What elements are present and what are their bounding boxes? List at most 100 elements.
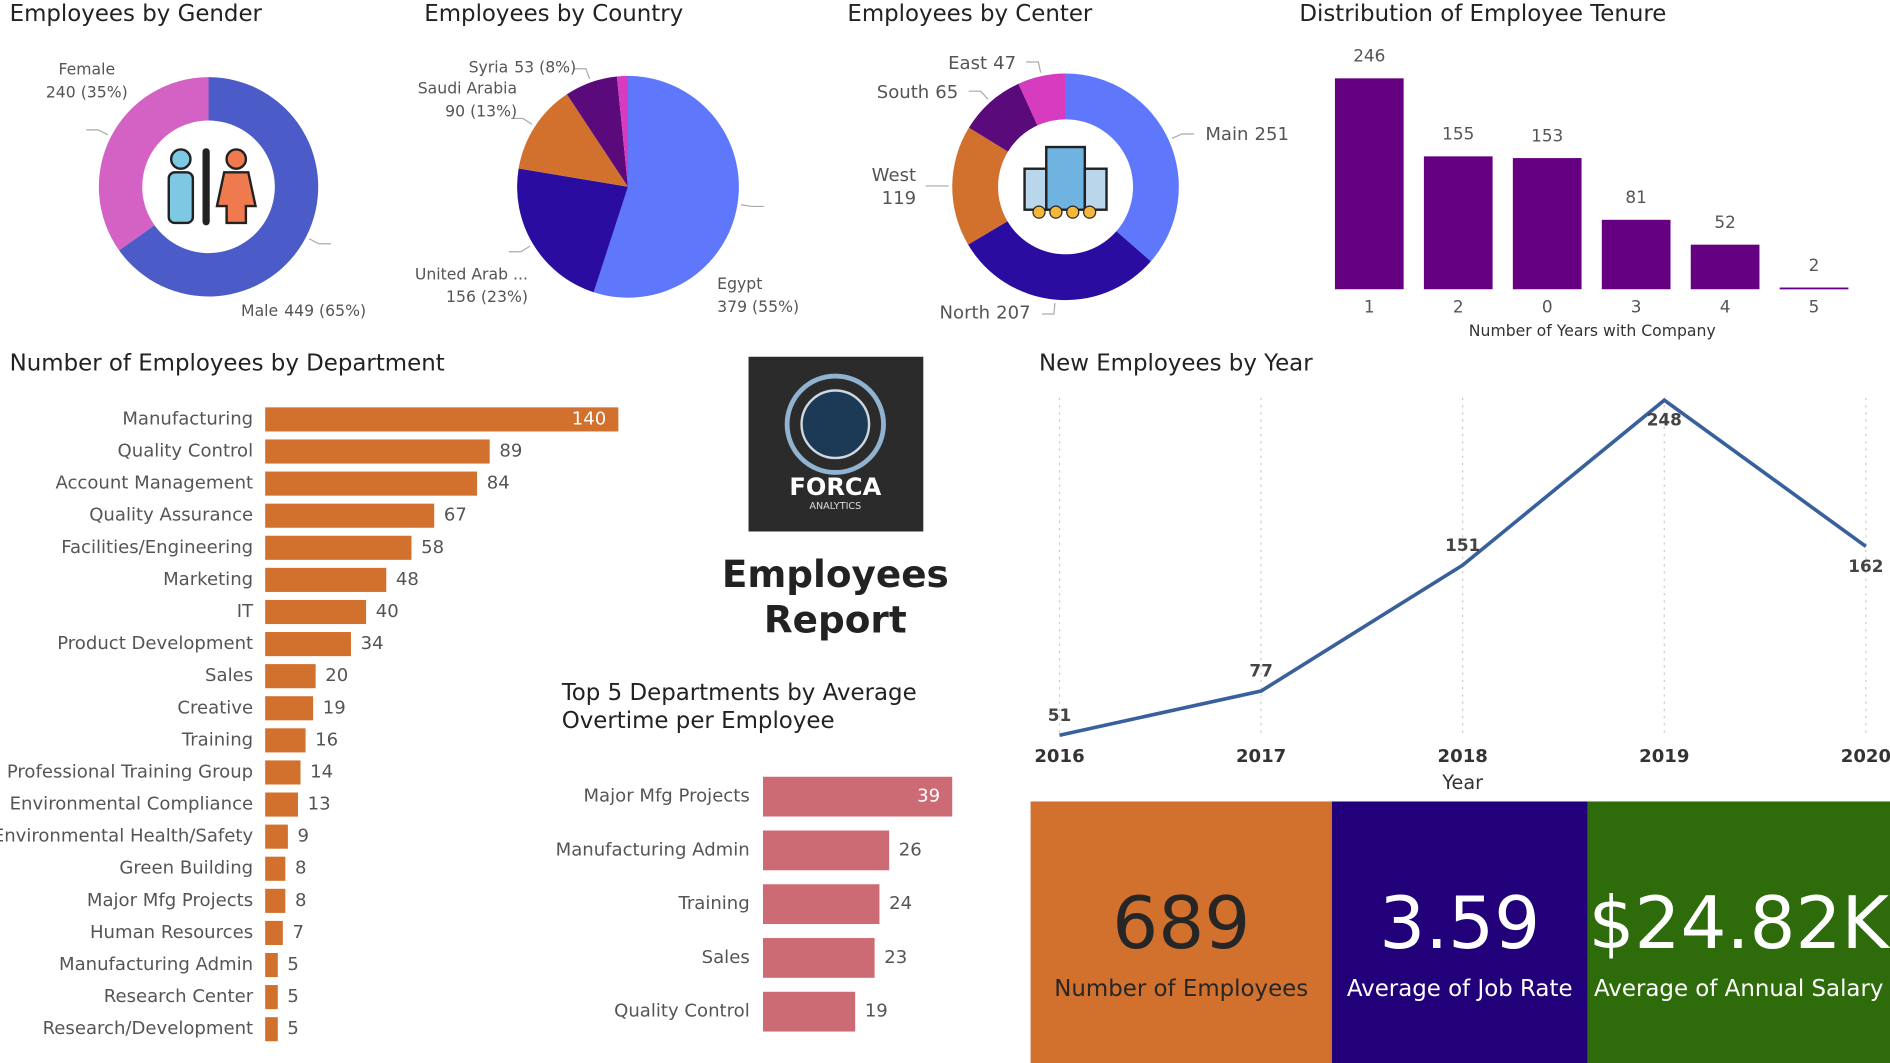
icon-person — [1083, 205, 1097, 219]
y-tick-label: IT — [237, 601, 254, 622]
value-label: 89 — [499, 441, 522, 462]
icon-person — [1032, 205, 1046, 219]
x-tick-label: 2017 — [1236, 746, 1286, 767]
category-label: Egypt — [717, 274, 762, 293]
x-tick-label: 4 — [1720, 296, 1731, 316]
category-label: Female — [58, 59, 115, 78]
value-label: 119 — [882, 188, 916, 209]
value-label: 162 — [1848, 556, 1883, 576]
x-tick-label: 5 — [1809, 296, 1820, 316]
value-label: 51 — [1048, 705, 1071, 725]
y-tick-label: Sales — [205, 665, 253, 686]
value-label: 84 — [487, 473, 510, 494]
leader-line — [508, 245, 531, 253]
slice-label: North 207 — [940, 302, 1031, 323]
value-label: 67 — [444, 505, 467, 526]
y-tick-label: Quality Assurance — [89, 505, 253, 526]
slice — [566, 76, 628, 187]
kpi-value: 689 — [1112, 882, 1250, 966]
category-label: Syria — [469, 57, 509, 76]
bar — [265, 696, 314, 721]
leader-line — [1041, 303, 1056, 315]
value-label: 246 — [1353, 46, 1385, 66]
bar — [265, 824, 288, 849]
slice — [119, 77, 319, 297]
icon-bar — [202, 148, 210, 226]
leader-line — [1026, 61, 1042, 73]
kpi-card — [1331, 801, 1588, 1063]
value-label: 8 — [295, 858, 307, 879]
slice — [517, 168, 628, 293]
value-label: 449 (65%) — [284, 300, 366, 319]
value-label: 52 — [1714, 212, 1735, 232]
value-label: 379 (55%) — [717, 297, 799, 316]
kpi-value: $24.82K — [1589, 882, 1890, 966]
chart-title: Employees by Center — [847, 1, 1093, 27]
bar — [762, 776, 953, 817]
value-label: 13 — [308, 794, 331, 815]
icon-head — [169, 148, 192, 170]
chart-title: New Employees by Year — [1039, 350, 1313, 376]
slice — [98, 77, 209, 251]
bar — [1423, 156, 1493, 290]
value-label: 207 — [996, 302, 1030, 323]
icon-building — [1023, 167, 1048, 211]
bar — [265, 792, 298, 817]
value-label: 47 — [993, 53, 1016, 74]
bar — [1512, 158, 1582, 290]
leader-line — [1171, 133, 1194, 140]
bar — [265, 760, 301, 785]
leader-line — [86, 129, 109, 136]
logo-name: FORCA — [789, 473, 881, 501]
chart-title: Number of Employees by Department — [10, 350, 445, 376]
bar — [265, 920, 283, 945]
chart-title-box: Top 5 Departments by Average Overtime pe… — [562, 680, 917, 734]
bar — [265, 1017, 278, 1042]
slice — [593, 75, 739, 298]
category-label: Saudi Arabia — [418, 79, 517, 98]
y-tick-label: Facilities/Engineering — [61, 537, 253, 558]
y-tick-label: Account Management — [55, 473, 253, 494]
report-title-box: Employees Report — [722, 553, 949, 642]
icon-building — [1083, 167, 1108, 211]
leader-line — [573, 68, 591, 80]
x-tick-label: 1 — [1364, 296, 1375, 316]
bar — [762, 991, 856, 1032]
logo-core — [800, 389, 871, 460]
y-tick-label: Research/Development — [43, 1018, 254, 1039]
slice — [968, 221, 1151, 301]
value-label: 240 (35%) — [46, 82, 128, 101]
leader-line — [510, 117, 533, 125]
value-label: 48 — [396, 569, 419, 590]
y-tick-label: Quality Control — [614, 1001, 750, 1022]
kpi-label: Average of Job Rate — [1347, 976, 1573, 1002]
logo-ring — [784, 373, 886, 475]
line — [1059, 397, 1867, 737]
chart-title: Employees by Gender — [10, 1, 263, 27]
value-label: 156 (23%) — [446, 287, 528, 306]
value-label: 77 — [1249, 661, 1272, 681]
value-label: 40 — [376, 601, 399, 622]
y-tick-label: Marketing — [163, 569, 253, 590]
icon-body — [167, 171, 195, 225]
icon-building — [1045, 145, 1087, 211]
kpi-label: Average of Annual Salary — [1594, 976, 1883, 1002]
value-label: 9 — [298, 826, 310, 847]
x-tick-label: 2016 — [1034, 746, 1084, 767]
slice-label: Main 251 — [1205, 124, 1289, 145]
slice-label: Syria 53 (8%) — [469, 57, 577, 76]
x-axis-title: Number of Years with Company — [1469, 321, 1716, 340]
value-label: 16 — [315, 729, 338, 750]
bar — [1690, 244, 1760, 290]
x-tick-label: 2019 — [1639, 746, 1689, 767]
icon-person — [1049, 205, 1063, 219]
y-tick-label: Training — [677, 893, 749, 914]
slice — [952, 127, 1008, 245]
slice — [1018, 73, 1066, 126]
value-label: 14 — [310, 761, 333, 782]
kpi-card — [1030, 801, 1332, 1063]
value-label: 8 — [295, 890, 307, 911]
value-label: 7 — [292, 922, 304, 943]
bar — [265, 632, 351, 657]
